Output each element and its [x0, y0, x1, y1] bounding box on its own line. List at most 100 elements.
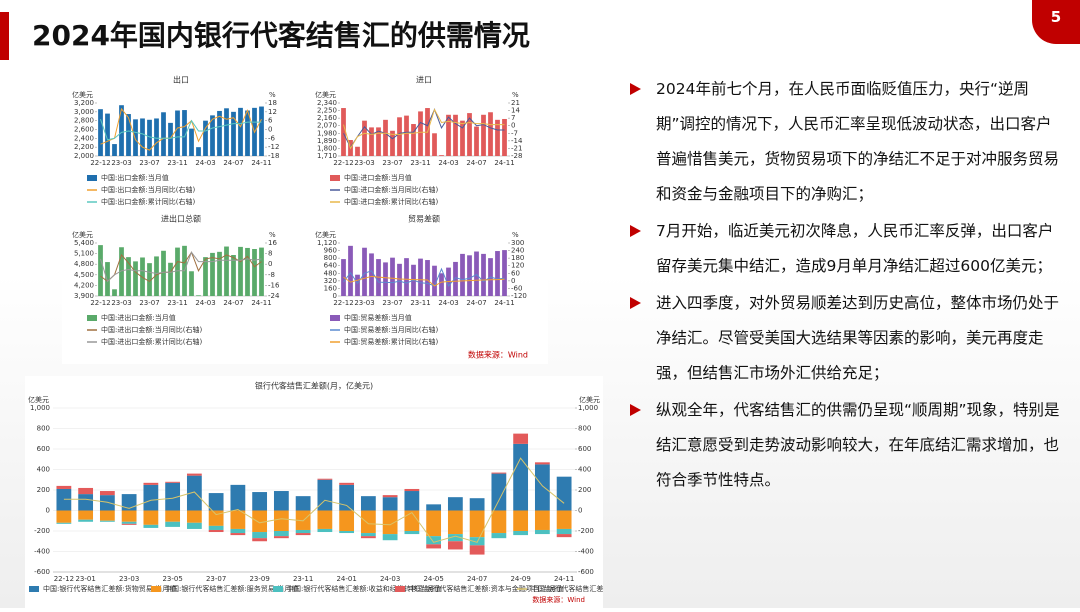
bar: [121, 510, 137, 522]
bar: [397, 263, 402, 296]
x-tick-label: 24-11: [554, 575, 574, 583]
y-tick-label: 3,000: [74, 108, 94, 116]
x-tick-label: 23-07: [382, 299, 402, 307]
bar: [534, 510, 550, 530]
bar: [186, 473, 202, 476]
bar: [556, 476, 572, 511]
bar: [133, 261, 138, 296]
y2-tick-label: -12: [268, 143, 279, 151]
bar: [208, 493, 224, 511]
bar: [252, 538, 268, 542]
x-tick-label: 22-12: [54, 575, 74, 583]
y-tick-label: 4,500: [74, 271, 94, 279]
bar: [474, 126, 479, 156]
bar: [355, 274, 360, 296]
bar: [460, 253, 465, 296]
x-tick-label: 23-07: [206, 575, 226, 583]
bar: [382, 495, 398, 498]
bar: [98, 109, 103, 156]
legend-label: 中国:出口金额:当月值: [101, 173, 169, 182]
bar: [469, 498, 485, 511]
y-tick-label: 480: [324, 269, 337, 277]
x-tick-label: 24-03: [195, 299, 215, 307]
x-tick-label: 23-03: [111, 159, 131, 167]
x-tick-label: 23-03: [354, 159, 374, 167]
bar: [481, 114, 486, 156]
bar: [534, 464, 550, 511]
bar: [99, 491, 115, 496]
line-series: [63, 457, 565, 543]
legend-label: 中国:银行代客结售汇差额:当月值: [531, 584, 603, 593]
legend-swatch: [151, 586, 161, 592]
bar: [404, 258, 409, 296]
bar: [404, 115, 409, 156]
bar: [210, 252, 215, 296]
bar: [404, 488, 420, 492]
bar: [78, 519, 94, 522]
y-tick-label: 1,120: [317, 239, 337, 247]
bar: [447, 534, 463, 542]
bar: [143, 484, 159, 511]
x-tick-label: 22-12: [333, 299, 353, 307]
chart-title: 进口: [416, 76, 432, 85]
bar: [317, 478, 333, 480]
x-tick-label: 23-11: [167, 159, 187, 167]
bar: [404, 510, 420, 531]
bar: [426, 504, 442, 511]
bar: [513, 443, 529, 511]
bar: [481, 253, 486, 296]
bar: [439, 273, 444, 296]
bar: [556, 528, 572, 535]
y-tick-label: 5,100: [74, 250, 94, 258]
bar: [495, 251, 500, 296]
y-tick-label: 0: [46, 507, 50, 515]
y-tick-label: 2,400: [74, 134, 94, 142]
y-tick-label: 1,800: [317, 144, 337, 152]
x-tick-label: 23-07: [139, 159, 159, 167]
x-tick-label: 24-05: [423, 575, 443, 583]
bar: [341, 108, 346, 156]
line-series: [343, 275, 505, 287]
bar: [439, 155, 444, 156]
bar: [126, 114, 131, 156]
x-tick-label: 24-07: [466, 159, 486, 167]
y-tick-label: 160: [324, 284, 337, 292]
x-tick-label: 24-07: [223, 159, 243, 167]
line-series: [100, 119, 262, 141]
bar: [126, 257, 131, 296]
legend-swatch: [395, 586, 405, 592]
x-tick-label: 24-03: [438, 159, 458, 167]
bullet: 2024年前七个月，在人民币面临贬值压力，央行“逆周期”调控的情况下，人民币汇率…: [628, 72, 1060, 212]
bar: [369, 127, 374, 156]
bar: [447, 541, 463, 550]
y-tick-label: 400: [37, 466, 50, 474]
bar: [502, 250, 507, 296]
y2-tick-label: 120: [511, 262, 524, 270]
y-tick-label: 800: [37, 425, 50, 433]
bar: [426, 544, 442, 549]
bar: [147, 263, 152, 296]
bar: [161, 250, 166, 296]
bullet-text: 7月开始，临近美元初次降息，人民币汇率反弹，出口客户留存美元集中结汇，造成9月单…: [656, 222, 1054, 275]
y2-tick-label: 400: [578, 466, 591, 474]
y-tick-label: 4,800: [74, 260, 94, 268]
x-tick-label: 23-09: [249, 575, 269, 583]
bar: [295, 529, 311, 534]
bar: [112, 144, 117, 156]
legend-label: 中国:银行代客结售汇差额:服务贸易:当月值: [165, 584, 298, 593]
bar: [196, 295, 201, 296]
y-tick-label: -600: [34, 568, 50, 576]
source: 数据来源：Wind: [532, 595, 585, 604]
y2-tick-label: -400: [578, 548, 594, 556]
y2-tick-label: 800: [578, 425, 591, 433]
chart-title: 出口: [173, 75, 189, 85]
y-tick-label: -400: [34, 548, 50, 556]
chart-title: 进出口总额: [161, 214, 201, 224]
bar: [425, 260, 430, 296]
bar: [295, 496, 311, 511]
y-tick-label: 2,000: [74, 152, 94, 160]
legend-swatch: [330, 175, 340, 181]
bar: [133, 119, 138, 156]
